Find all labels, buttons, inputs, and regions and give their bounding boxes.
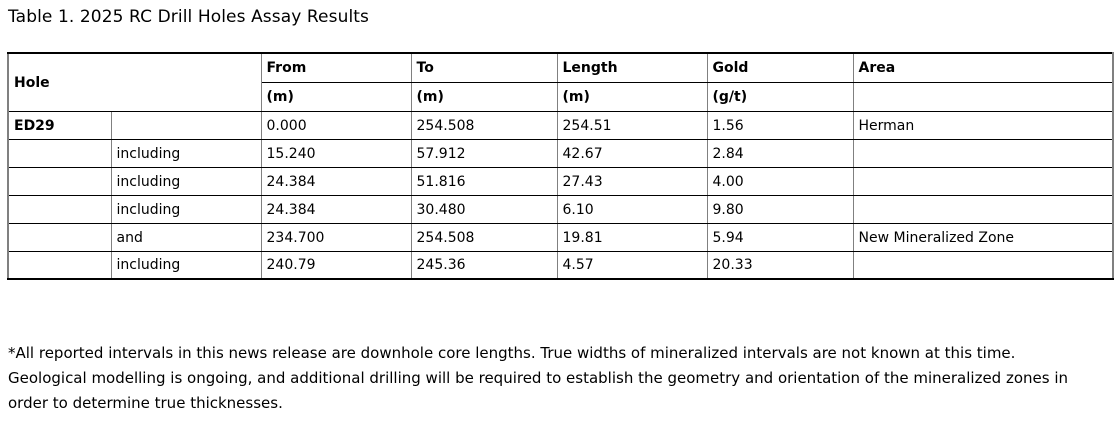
cell-to: 254.508 (410, 110, 558, 140)
header-hole: Hole (7, 52, 262, 112)
table-title: Table 1. 2025 RC Drill Holes Assay Resul… (8, 7, 369, 27)
cell-to: 51.816 (410, 166, 558, 196)
cell-length: 4.57 (556, 250, 708, 280)
cell-to: 245.36 (410, 250, 558, 280)
cell-hole: ED29 (7, 110, 112, 140)
cell-from: 24.384 (260, 194, 412, 224)
table-row: including 24.384 51.816 27.43 4.00 (7, 166, 1114, 196)
cell-gold: 9.80 (706, 194, 854, 224)
cell-from: 234.700 (260, 222, 412, 252)
header-gold-unit: (g/t) (706, 81, 854, 112)
cell-from: 240.79 (260, 250, 412, 280)
cell-gold: 4.00 (706, 166, 854, 196)
cell-length: 27.43 (556, 166, 708, 196)
cell-area: Herman (852, 110, 1114, 140)
table-header: Hole From To Length Gold Area (m) (m) (m) (g/t) (7, 52, 1114, 112)
cell-to: 254.508 (410, 222, 558, 252)
cell-area (852, 194, 1114, 224)
cell-length: 6.10 (556, 194, 708, 224)
header-row-units: (m) (m) (m) (g/t) (8, 81, 1114, 112)
cell-from: 24.384 (260, 166, 412, 196)
cell-from: 0.000 (260, 110, 412, 140)
cell-area (852, 138, 1114, 168)
cell-area: New Mineralized Zone (852, 222, 1114, 252)
cell-hole (7, 222, 112, 252)
header-length-label: Length (556, 52, 708, 83)
cell-qualifier: including (110, 166, 262, 196)
footnote-text: *All reported intervals in this news rel… (8, 344, 1069, 412)
cell-qualifier: including (110, 138, 262, 168)
cell-qualifier: including (110, 250, 262, 280)
cell-hole (7, 250, 112, 280)
assay-results-table: Hole From To Length Gold Area (m) (m) (m) (g/t)… (7, 52, 1115, 280)
cell-gold: 1.56 (706, 110, 854, 140)
header-length-unit: (m) (556, 81, 708, 112)
cell-qualifier: including (110, 194, 262, 224)
header-to-unit: (m) (410, 81, 558, 112)
cell-qualifier (110, 110, 262, 140)
cell-area (852, 166, 1114, 196)
cell-area (852, 250, 1114, 280)
cell-to: 57.912 (410, 138, 558, 168)
cell-qualifier: and (110, 222, 262, 252)
header-area-label: Area (852, 52, 1114, 83)
cell-length: 19.81 (556, 222, 708, 252)
cell-gold: 5.94 (706, 222, 854, 252)
header-area-unit (852, 81, 1114, 112)
table-row: including 15.240 57.912 42.67 2.84 (7, 138, 1114, 168)
header-from-unit: (m) (260, 81, 412, 112)
header-gold-label: Gold (706, 52, 854, 83)
header-row-labels: Hole From To Length Gold Area (7, 52, 1114, 112)
table-row: including 240.79 245.36 4.57 20.33 (7, 250, 1114, 280)
header-to-label: To (410, 52, 558, 83)
cell-hole (7, 138, 112, 168)
cell-from: 15.240 (260, 138, 412, 168)
cell-gold: 2.84 (706, 138, 854, 168)
table-body: ED29 0.000 254.508 254.51 1.56 Herman includin… (7, 110, 1114, 280)
cell-hole (7, 166, 112, 196)
table-row: and 234.700 254.508 19.81 5.94 New Mineralize… (7, 222, 1114, 252)
cell-hole (7, 194, 112, 224)
table-row: including 24.384 30.480 6.10 9.80 (7, 194, 1114, 224)
cell-to: 30.480 (410, 194, 558, 224)
table-row: ED29 0.000 254.508 254.51 1.56 Herman (7, 110, 1114, 140)
cell-gold: 20.33 (706, 250, 854, 280)
header-from-label: From (260, 52, 412, 83)
cell-length: 42.67 (556, 138, 708, 168)
cell-length: 254.51 (556, 110, 708, 140)
